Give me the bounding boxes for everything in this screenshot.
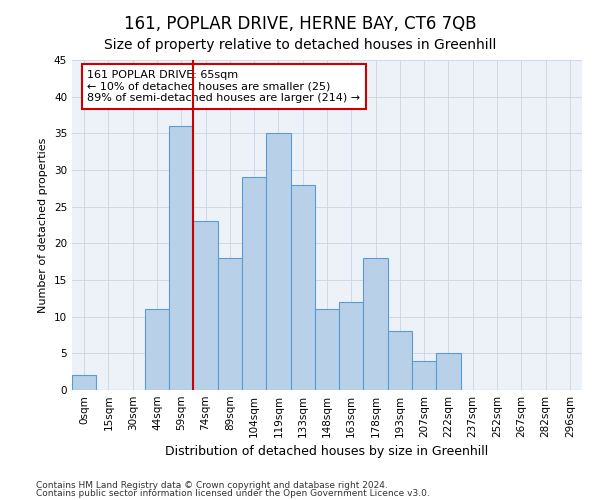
Bar — [290, 184, 315, 390]
Bar — [72, 376, 96, 390]
Bar — [193, 222, 218, 390]
Bar — [242, 178, 266, 390]
Text: Contains HM Land Registry data © Crown copyright and database right 2024.: Contains HM Land Registry data © Crown c… — [36, 480, 388, 490]
Text: 161 POPLAR DRIVE: 65sqm
← 10% of detached houses are smaller (25)
89% of semi-de: 161 POPLAR DRIVE: 65sqm ← 10% of detache… — [88, 70, 361, 103]
X-axis label: Distribution of detached houses by size in Greenhill: Distribution of detached houses by size … — [166, 446, 488, 458]
Bar — [436, 354, 461, 390]
Bar — [388, 332, 412, 390]
Bar — [339, 302, 364, 390]
Bar — [218, 258, 242, 390]
Text: Size of property relative to detached houses in Greenhill: Size of property relative to detached ho… — [104, 38, 496, 52]
Y-axis label: Number of detached properties: Number of detached properties — [38, 138, 49, 312]
Bar — [412, 360, 436, 390]
Bar — [364, 258, 388, 390]
Bar — [315, 310, 339, 390]
Text: 161, POPLAR DRIVE, HERNE BAY, CT6 7QB: 161, POPLAR DRIVE, HERNE BAY, CT6 7QB — [124, 15, 476, 33]
Bar — [169, 126, 193, 390]
Text: Contains public sector information licensed under the Open Government Licence v3: Contains public sector information licen… — [36, 489, 430, 498]
Bar — [145, 310, 169, 390]
Bar — [266, 134, 290, 390]
